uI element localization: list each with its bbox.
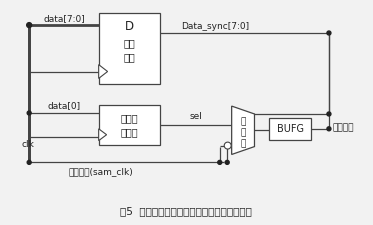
Text: 同步时钟: 同步时钟	[333, 123, 354, 132]
Bar	[269, 118, 311, 140]
Text: Data_sync[7:0]: Data_sync[7:0]	[181, 22, 249, 31]
Bar	[99, 13, 160, 84]
Circle shape	[27, 23, 32, 27]
Text: D: D	[125, 20, 134, 33]
Text: clk: clk	[21, 140, 34, 149]
Bar	[99, 105, 160, 145]
Circle shape	[327, 112, 331, 116]
Text: 采样时钟(sam_clk): 采样时钟(sam_clk)	[68, 167, 133, 176]
Polygon shape	[99, 129, 107, 141]
Text: 器组: 器组	[123, 52, 135, 62]
Text: data[7:0]: data[7:0]	[43, 14, 85, 23]
Polygon shape	[232, 106, 254, 155]
Circle shape	[327, 127, 331, 131]
Circle shape	[225, 160, 229, 164]
Text: 选: 选	[240, 117, 246, 126]
Text: 器: 器	[240, 139, 246, 148]
Text: data[0]: data[0]	[47, 101, 81, 110]
Polygon shape	[99, 65, 107, 79]
Circle shape	[224, 142, 231, 149]
Text: 触发: 触发	[123, 38, 135, 48]
Text: 自适应: 自适应	[120, 113, 138, 123]
Text: sel: sel	[189, 112, 203, 122]
Circle shape	[27, 160, 31, 164]
Circle shape	[27, 111, 31, 115]
Text: 图5  自适应同步器在某雷达采样系统中的应用: 图5 自适应同步器在某雷达采样系统中的应用	[120, 206, 252, 216]
Text: BUFG: BUFG	[277, 124, 304, 134]
Text: 同步器: 同步器	[120, 127, 138, 137]
Circle shape	[327, 31, 331, 35]
Text: 择: 择	[240, 128, 246, 137]
Circle shape	[218, 160, 222, 164]
